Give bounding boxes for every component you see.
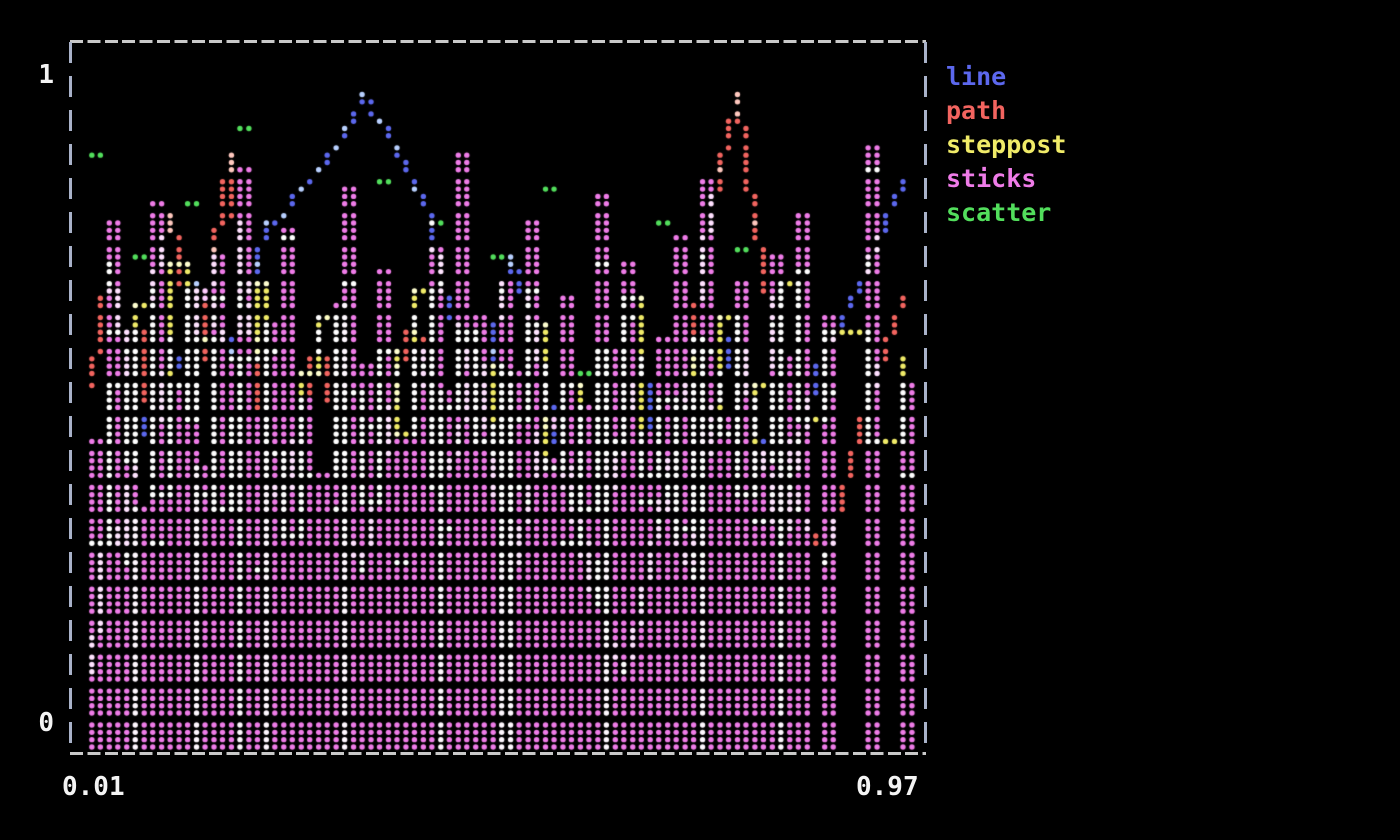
y-axis-tick-min: 0 xyxy=(38,708,54,738)
y-axis-tick-max: 1 xyxy=(38,60,54,90)
plot-border-top xyxy=(70,40,926,43)
legend-item-steppost: steppost xyxy=(946,130,1067,159)
x-axis-tick-min: 0.01 xyxy=(62,772,125,802)
x-axis-tick-max: 0.97 xyxy=(856,772,919,802)
plot-border-left xyxy=(69,42,72,754)
plot-border-bottom xyxy=(70,752,926,755)
legend-item-line: line xyxy=(946,62,1007,91)
plot-border-right xyxy=(924,42,927,754)
legend-item-scatter: scatter xyxy=(946,198,1052,227)
legend-item-path: path xyxy=(946,96,1007,125)
legend: line path steppost sticks scatter xyxy=(946,60,1066,230)
legend-item-sticks: sticks xyxy=(946,164,1037,193)
